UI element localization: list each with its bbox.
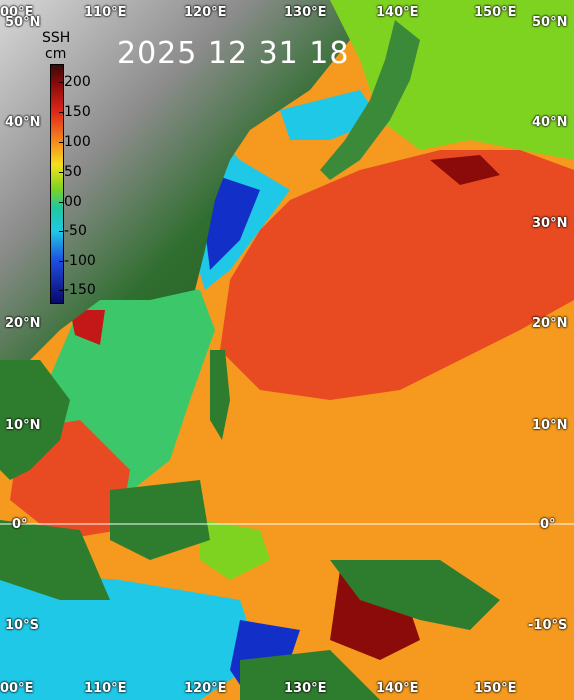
lon-label: 130°E xyxy=(284,5,327,20)
lat-label: 30°N xyxy=(532,216,568,231)
lat-label: 40°N xyxy=(532,115,568,130)
lon-label: 130°E xyxy=(284,681,327,696)
lon-label: 110°E xyxy=(84,681,127,696)
ocean-gulf-tonkin xyxy=(70,310,105,345)
lat-label: 20°N xyxy=(532,316,568,331)
colorbar-gradient xyxy=(51,65,63,303)
lon-label: 120°E xyxy=(184,681,227,696)
map-date-title: 2025 12 31 18 xyxy=(117,36,350,71)
land-indochina xyxy=(0,360,70,480)
colorbar-tick: 50 xyxy=(59,164,82,180)
lat-label: 10°N xyxy=(532,418,568,433)
lat-label: 0° xyxy=(540,517,556,532)
lat-label: 10°S xyxy=(5,618,39,633)
land-philippines xyxy=(210,350,230,440)
lon-label: 140°E xyxy=(376,5,419,20)
land-sumatra xyxy=(0,520,110,600)
colorbar-tick: -100 xyxy=(59,253,96,269)
colorbar-title: SSH xyxy=(42,30,71,46)
colorbar-unit: cm xyxy=(45,46,67,62)
land-new-guinea xyxy=(330,560,500,630)
ocean-warm-pool xyxy=(220,150,574,400)
ocean-banda xyxy=(200,520,270,580)
land-asia xyxy=(0,0,350,360)
lat-label: 50°N xyxy=(532,15,568,30)
lon-label: 150°E xyxy=(474,5,517,20)
colorbar-tick: 150 xyxy=(59,104,91,120)
land-australia xyxy=(240,650,380,700)
colorbar-tick: -50 xyxy=(59,223,87,239)
land-japan xyxy=(320,20,420,180)
colorbar-tick: 200 xyxy=(59,74,91,90)
lon-label: 00°E xyxy=(0,5,34,20)
ocean-ecs-low xyxy=(205,175,260,270)
ocean-indian xyxy=(0,570,260,700)
ocean-high-eddy xyxy=(430,155,500,185)
lat-label: 10°N xyxy=(5,418,41,433)
lon-label: 110°E xyxy=(84,5,127,20)
lon-label: 120°E xyxy=(184,5,227,20)
colorbar-tick: 100 xyxy=(59,134,91,150)
lat-label: -10°S xyxy=(528,618,568,633)
colorbar-tick: -150 xyxy=(59,282,96,298)
lon-label: 00°E xyxy=(0,681,34,696)
lat-label: 40°N xyxy=(5,115,41,130)
lat-label: 20°N xyxy=(5,316,41,331)
colorbar-tick: 00 xyxy=(59,194,82,210)
lon-label: 140°E xyxy=(376,681,419,696)
lat-label: 50°N xyxy=(5,15,41,30)
land-borneo xyxy=(110,480,210,560)
lon-label: 150°E xyxy=(474,681,517,696)
colorbar xyxy=(50,64,64,304)
lat-label: 0° xyxy=(12,517,28,532)
